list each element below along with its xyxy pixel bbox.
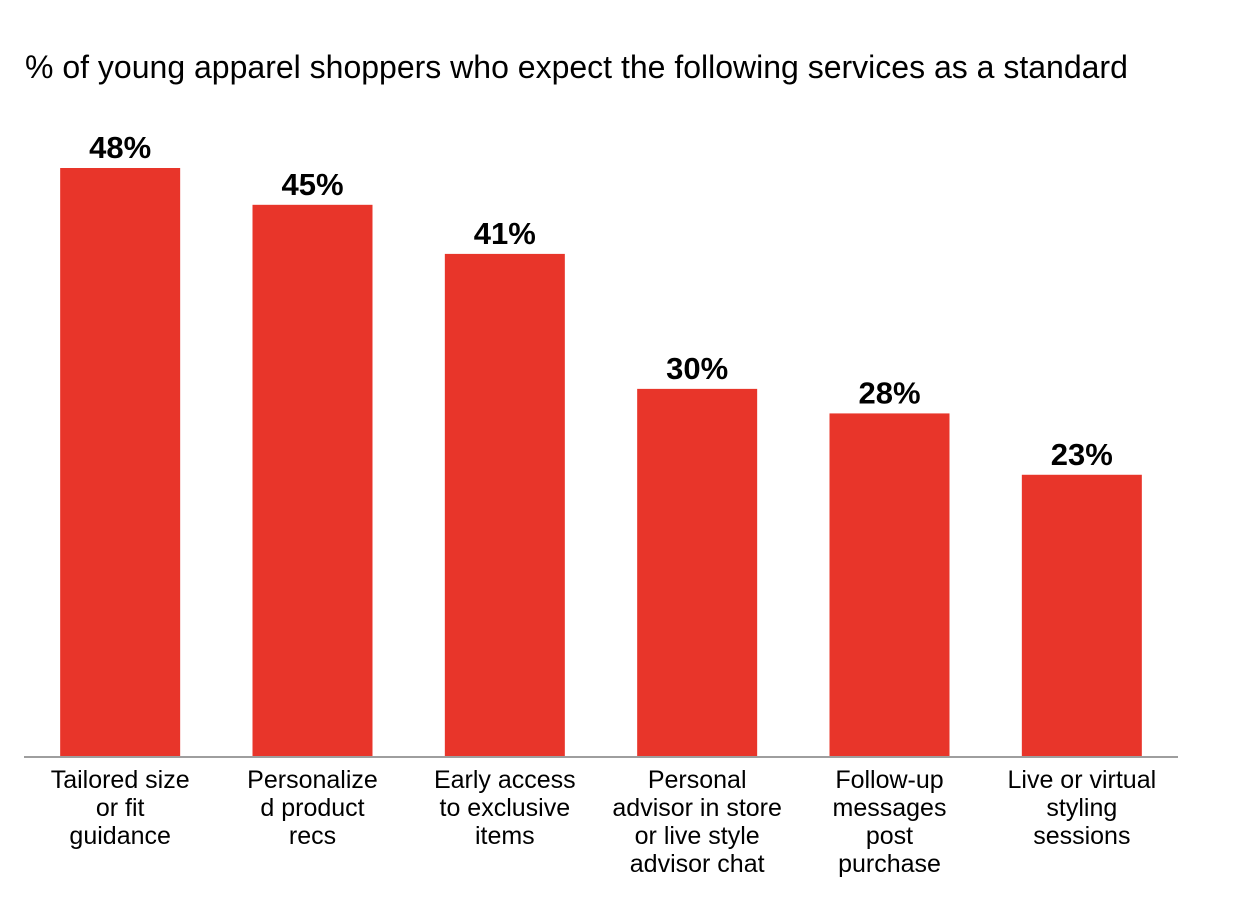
x-tick-label: or live style <box>635 822 760 850</box>
chart-title: % of young apparel shoppers who expect t… <box>25 49 1128 85</box>
x-tick-label: advisor chat <box>630 850 765 878</box>
x-tick-label: post <box>866 822 913 850</box>
x-tick-label: advisor in store <box>612 794 782 822</box>
x-tick-label: guidance <box>69 822 170 850</box>
bar <box>444 253 565 758</box>
bar <box>60 168 181 757</box>
x-tick-label: Live or virtual <box>1007 766 1156 794</box>
data-label: 28% <box>858 375 920 410</box>
x-tick-label: d product <box>260 794 364 822</box>
x-tick-label: recs <box>289 822 336 850</box>
x-tick-label: purchase <box>838 850 941 878</box>
x-tick-label: or fit <box>96 794 145 822</box>
data-label: 23% <box>1051 437 1113 472</box>
data-label: 41% <box>474 216 536 251</box>
bar <box>637 388 758 757</box>
data-label: 30% <box>666 351 728 386</box>
x-tick-label: Personal <box>648 766 747 794</box>
bar <box>1021 474 1142 757</box>
x-tick-label: messages <box>833 794 947 822</box>
x-tick-label: Tailored size <box>51 766 190 794</box>
x-tick-label: Early access <box>434 766 576 794</box>
bar <box>252 204 373 757</box>
x-tick-label: items <box>475 822 535 850</box>
data-label: 45% <box>281 167 343 202</box>
x-tick-label: to exclusive <box>440 794 571 822</box>
x-tick-label: sessions <box>1033 822 1130 850</box>
x-tick-label: Personalize <box>247 766 378 794</box>
x-tick-label: styling <box>1046 794 1117 822</box>
bar <box>829 413 950 757</box>
x-tick-label: Follow-up <box>835 766 943 794</box>
data-label: 48% <box>89 130 151 165</box>
